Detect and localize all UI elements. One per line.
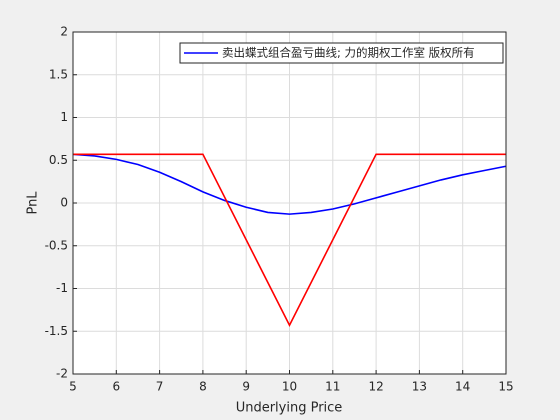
x-tick-label: 10 xyxy=(282,380,297,394)
y-tick-label: 1 xyxy=(60,110,68,124)
x-tick-label: 6 xyxy=(112,380,120,394)
x-tick-label: 8 xyxy=(199,380,207,394)
y-tick-label: -1.5 xyxy=(45,324,68,338)
lines xyxy=(72,153,507,328)
y-tick-label: 0 xyxy=(60,196,68,210)
series-line xyxy=(72,153,507,215)
x-tick-label: 13 xyxy=(412,380,427,394)
legend-label: 卖出蝶式组合盈亏曲线; 力的期权工作室 版权所有 xyxy=(222,46,475,60)
x-tick-label: 12 xyxy=(368,380,383,394)
x-tick-label: 15 xyxy=(498,380,513,394)
y-tick-label: 1.5 xyxy=(49,67,68,81)
y-tick-label: -1 xyxy=(56,281,68,295)
y-tick-label: -0.5 xyxy=(45,238,68,252)
legend: 卖出蝶式组合盈亏曲线; 力的期权工作室 版权所有 xyxy=(179,42,504,64)
x-tick-label: 14 xyxy=(455,380,470,394)
series-line xyxy=(73,153,506,328)
y-tick-label: -2 xyxy=(56,367,68,381)
y-tick-label: 2 xyxy=(60,25,68,39)
x-tick-label: 7 xyxy=(156,380,164,394)
y-tick-label: 0.5 xyxy=(49,153,68,167)
x-axis-label: Underlying Price xyxy=(236,401,343,416)
x-tick-label: 11 xyxy=(325,380,340,394)
x-tick-label: 5 xyxy=(69,380,77,394)
y-axis-label: PnL xyxy=(26,191,41,215)
x-tick-label: 9 xyxy=(242,380,250,394)
legend-box xyxy=(179,42,504,64)
